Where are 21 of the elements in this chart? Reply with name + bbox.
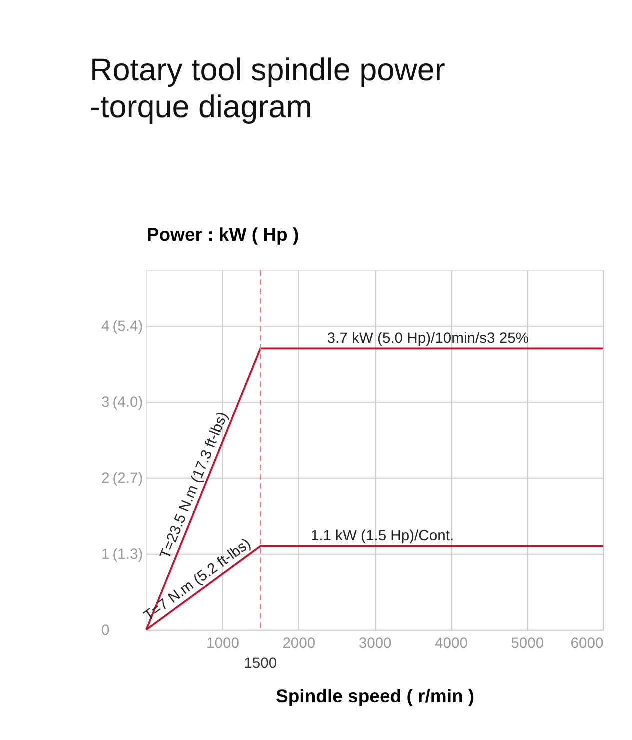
y2-tick-label: (2.7) (112, 470, 144, 487)
y-tick-label: 1 (102, 546, 110, 563)
x-axis-title: Spindle speed ( r/min ) (276, 686, 475, 707)
y-tick-label: 3 (102, 394, 110, 411)
annotation: 3.7 kW (5.0 Hp)/10min/s3 25% (327, 331, 529, 348)
x-tick-label: 6000 (570, 636, 604, 652)
ref-line-label: 1500 (244, 656, 278, 672)
y2-tick-label: (1.3) (112, 546, 144, 563)
annotation: 1.1 kW (1.5 Hp)/Cont. (310, 528, 454, 545)
y-tick-label: 2 (102, 470, 110, 487)
y-tick-label: 0 (102, 623, 110, 640)
y2-tick-label: (5.4) (112, 318, 144, 335)
chart-title: Rotary tool spindle power -torque diagram (90, 51, 446, 124)
y-tick-label: 4 (102, 318, 110, 335)
x-tick-label: 4000 (434, 636, 468, 652)
x-tick-label: 3000 (358, 636, 392, 652)
x-tick-label: 5000 (511, 636, 544, 652)
y2-axis-title: Power : kW ( Hp ) (146, 224, 300, 246)
x-tick-label: 1000 (206, 636, 240, 652)
x-tick-label: 2000 (282, 636, 316, 652)
y2-tick-label: (4.0) (112, 394, 144, 411)
